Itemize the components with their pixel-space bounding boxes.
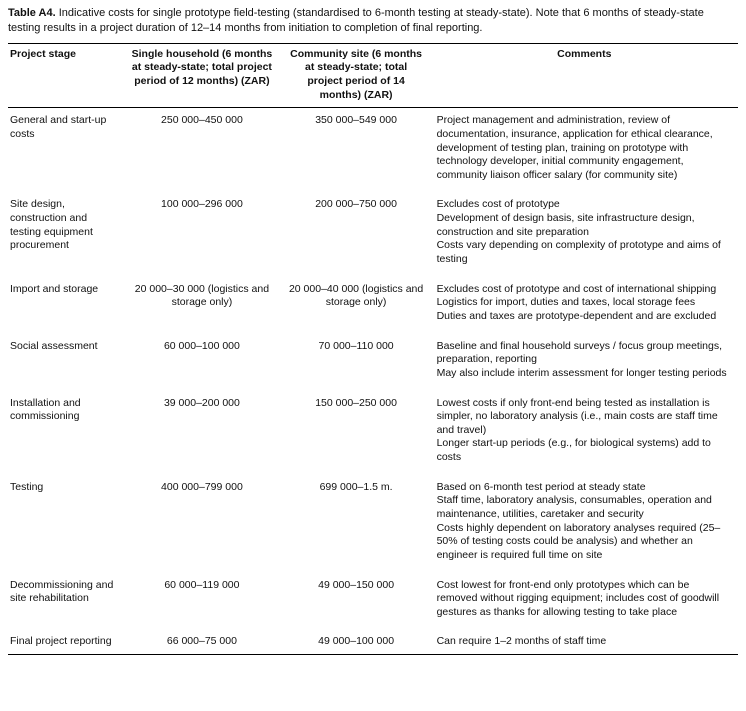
table-row: Final project reporting 66 000–75 000 49 0… [8, 629, 738, 654]
comment-line: Development of design basis, site infras… [436, 212, 695, 238]
table-body: General and start-up costs 250 000–450 00… [8, 108, 738, 655]
comment-line: Baseline and final household surveys / f… [436, 339, 723, 366]
header-project-stage: Project stage [8, 43, 123, 109]
cell-community-site: 49 000–150 000 [318, 578, 395, 591]
indicative-costs-table: Project stage Single household (6 months… [8, 42, 738, 656]
cell-project-stage: General and start-up costs [10, 114, 107, 140]
header-single-household: Single household (6 months at steady-sta… [122, 43, 282, 109]
table-header: Project stage Single household (6 months… [8, 43, 738, 109]
table-row: Installation and commissioning 39 000–200… [8, 391, 738, 475]
table-row: Decommissioning and site rehabilitation 6… [8, 573, 738, 630]
cell-community-site: 350 000–549 000 [315, 114, 397, 127]
comment-line: Costs vary depending on complexity of pr… [436, 239, 721, 266]
cell-comments: Cost lowest for front-end only prototype… [431, 573, 738, 630]
table-row: General and start-up costs 250 000–450 00… [8, 108, 738, 193]
cell-community-site: 70 000–110 000 [318, 339, 394, 352]
cell-community-site: 20 000–40 000 (logistics and storage onl… [288, 282, 424, 309]
cell-single-household: 20 000–30 000 (logistics and storage onl… [134, 282, 270, 309]
cell-single-household: 60 000–100 000 [163, 339, 240, 352]
cell-single-household: 100 000–296 000 [161, 198, 243, 211]
comment-line: Based on 6-month test period at steady s… [436, 480, 646, 493]
cell-community-site: 699 000–1.5 m. [319, 480, 393, 493]
cell-community-site: 200 000–750 000 [315, 198, 397, 211]
header-comments: Comments [430, 43, 738, 109]
comment-line: Excludes cost of prototype and cost of i… [436, 282, 717, 295]
cell-comments: Excludes cost of prototype and cost of i… [431, 277, 738, 334]
comment-line: Project management and administration, r… [436, 114, 713, 181]
table-row: Social assessment 60 000–100 000 70 000–11… [8, 334, 738, 391]
cell-single-household: 66 000–75 000 [166, 635, 237, 648]
comment-line: Logistics for import, duties and taxes, … [436, 296, 696, 309]
cell-single-household: 400 000–799 000 [161, 480, 243, 493]
comment-line: Excludes cost of prototype [436, 198, 560, 211]
comment-line: May also include interim assessment for … [436, 366, 727, 379]
cell-comments: Based on 6-month test period at steady s… [431, 475, 738, 573]
table-caption: Table A4. Indicative costs for single pr… [8, 6, 738, 36]
cell-project-stage: Decommissioning and site rehabilitation [10, 578, 114, 605]
comment-line: Cost lowest for front-end only prototype… [436, 578, 720, 618]
cell-project-stage: Testing [10, 480, 44, 493]
cell-community-site: 49 000–100 000 [318, 635, 395, 648]
cell-single-household: 250 000–450 000 [161, 114, 243, 127]
cell-project-stage: Site design, construction and testing eq… [10, 198, 93, 252]
table-row: Import and storage 20 000–30 000 (logisti… [8, 277, 738, 334]
cell-comments: Excludes cost of prototype Development of… [431, 192, 738, 276]
cell-project-stage: Import and storage [10, 282, 99, 295]
cell-single-household: 60 000–119 000 [164, 578, 240, 591]
table-row: Testing 400 000–799 000 699 000–1.5 m. Base… [8, 475, 738, 573]
cell-project-stage: Installation and commissioning [10, 396, 81, 423]
comment-line: Can require 1–2 months of staff time [436, 635, 607, 648]
cell-project-stage: Final project reporting [10, 635, 112, 648]
cell-comments: Can require 1–2 months of staff time [431, 629, 738, 654]
cell-single-household: 39 000–200 000 [163, 396, 240, 409]
header-community-site: Community site (6 months at steady-state… [281, 43, 431, 109]
cell-project-stage: Social assessment [10, 339, 98, 352]
cell-comments: Lowest costs if only front-end being tes… [431, 391, 738, 475]
comment-line: Lowest costs if only front-end being tes… [436, 396, 718, 436]
cell-comments: Baseline and final household surveys / f… [431, 334, 738, 391]
comment-line: Duties and taxes are prototype-dependent… [436, 309, 717, 322]
cell-community-site: 150 000–250 000 [315, 396, 397, 409]
table-caption-label: Table A4. [8, 7, 56, 19]
comment-line: Longer start-up periods (e.g., for biolo… [436, 437, 711, 464]
comment-line: Costs highly dependent on laboratory ana… [436, 521, 721, 561]
cell-comments: Project management and administration, r… [431, 108, 738, 193]
header-row: Project stage Single household (6 months… [8, 43, 738, 109]
table-caption-text: Indicative costs for single prototype fi… [8, 7, 704, 34]
comment-line: Staff time, laboratory analysis, consuma… [436, 494, 712, 520]
table-row: Site design, construction and testing eq… [8, 192, 738, 276]
